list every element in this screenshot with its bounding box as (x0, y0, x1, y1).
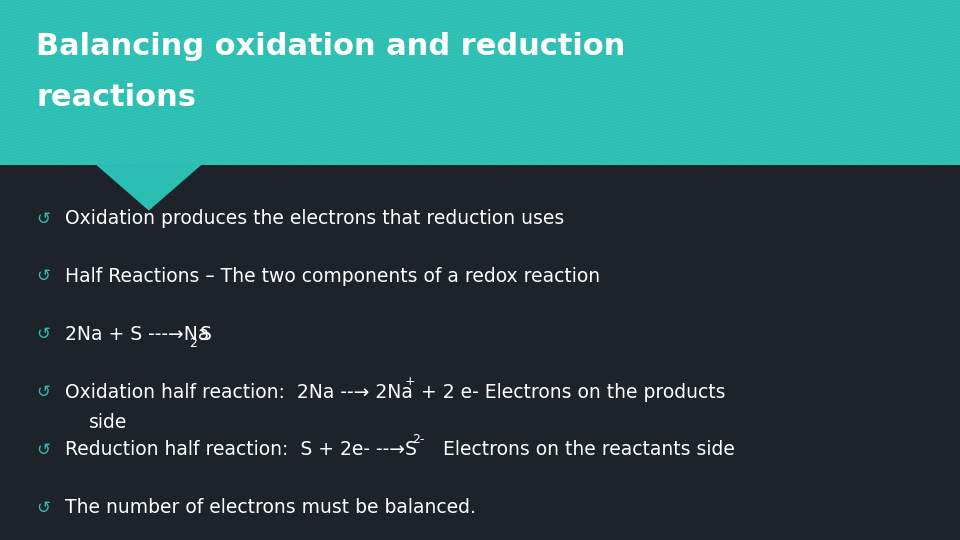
Text: +: + (405, 375, 416, 388)
Bar (0, 0, 960, 165)
Text: Half Reactions – The two components of a redox reaction: Half Reactions – The two components of a… (65, 267, 600, 286)
Text: Oxidation produces the electrons that reduction uses: Oxidation produces the electrons that re… (65, 209, 564, 228)
Text: ↺: ↺ (36, 498, 50, 517)
Text: Electrons on the reactants side: Electrons on the reactants side (431, 440, 735, 460)
Text: ↺: ↺ (36, 210, 50, 228)
Text: Oxidation half reaction:  2Na --→ 2Na: Oxidation half reaction: 2Na --→ 2Na (65, 382, 413, 402)
Text: ↺: ↺ (36, 383, 50, 401)
Text: + 2 e- Electrons on the products: + 2 e- Electrons on the products (416, 382, 726, 402)
Text: Reduction half reaction:  S + 2e- --→S: Reduction half reaction: S + 2e- --→S (65, 440, 418, 460)
Text: ↺: ↺ (36, 441, 50, 459)
Polygon shape (96, 165, 202, 211)
Text: 2Na + S ---→Na: 2Na + S ---→Na (65, 325, 209, 344)
Text: 2: 2 (189, 338, 197, 350)
Text: 2-: 2- (412, 433, 424, 446)
Text: side: side (89, 413, 128, 431)
Text: ↺: ↺ (36, 325, 50, 343)
Text: The number of electrons must be balanced.: The number of electrons must be balanced… (65, 498, 476, 517)
Text: Balancing oxidation and reduction: Balancing oxidation and reduction (36, 32, 626, 60)
Text: reactions: reactions (36, 83, 197, 112)
Text: S: S (200, 325, 212, 344)
Text: ↺: ↺ (36, 267, 50, 286)
